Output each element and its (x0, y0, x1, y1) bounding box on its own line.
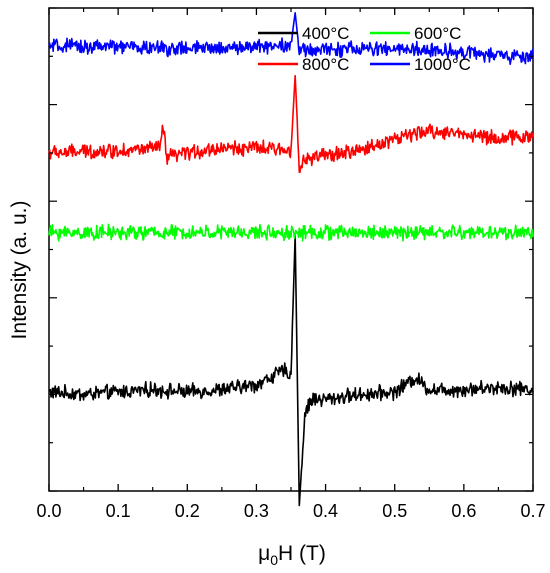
x-tick-label: 0.7 (520, 501, 545, 521)
x-tick-label: 0.3 (244, 501, 269, 521)
legend: 400°C 600°C 800°C 1000°C (258, 24, 471, 74)
x-tick-label: 0.5 (382, 501, 407, 521)
legend-item-400: 400°C (258, 24, 349, 43)
y-axis-title: Intensity (a. u.) (8, 201, 31, 340)
x-tick-label: 0.4 (313, 501, 338, 521)
series-line-1000 (48, 12, 534, 66)
legend-label: 400°C (302, 24, 349, 43)
series-line-400 (48, 234, 534, 507)
x-tick-label: 0.6 (451, 501, 476, 521)
legend-label: 600°C (414, 24, 461, 43)
legend-label: 800°C (302, 55, 349, 74)
legend-label: 1000°C (414, 55, 471, 74)
legend-item-600: 600°C (370, 24, 461, 43)
x-tick-label: 0.2 (175, 501, 200, 521)
x-axis-title: μ0H (T) (258, 542, 326, 568)
legend-item-1000: 1000°C (370, 55, 471, 74)
x-tick-label: 0.0 (36, 501, 61, 521)
axes: 0.0 0.1 0.2 0.3 0.4 0.5 0.6 0.7 (36, 7, 546, 521)
series-line-800 (48, 74, 534, 174)
series-group (48, 12, 534, 507)
plot-area (48, 7, 534, 492)
legend-item-800: 800°C (258, 55, 349, 74)
x-tick-label: 0.1 (106, 501, 131, 521)
series-line-600 (48, 223, 534, 242)
plot-frame (48, 7, 534, 492)
